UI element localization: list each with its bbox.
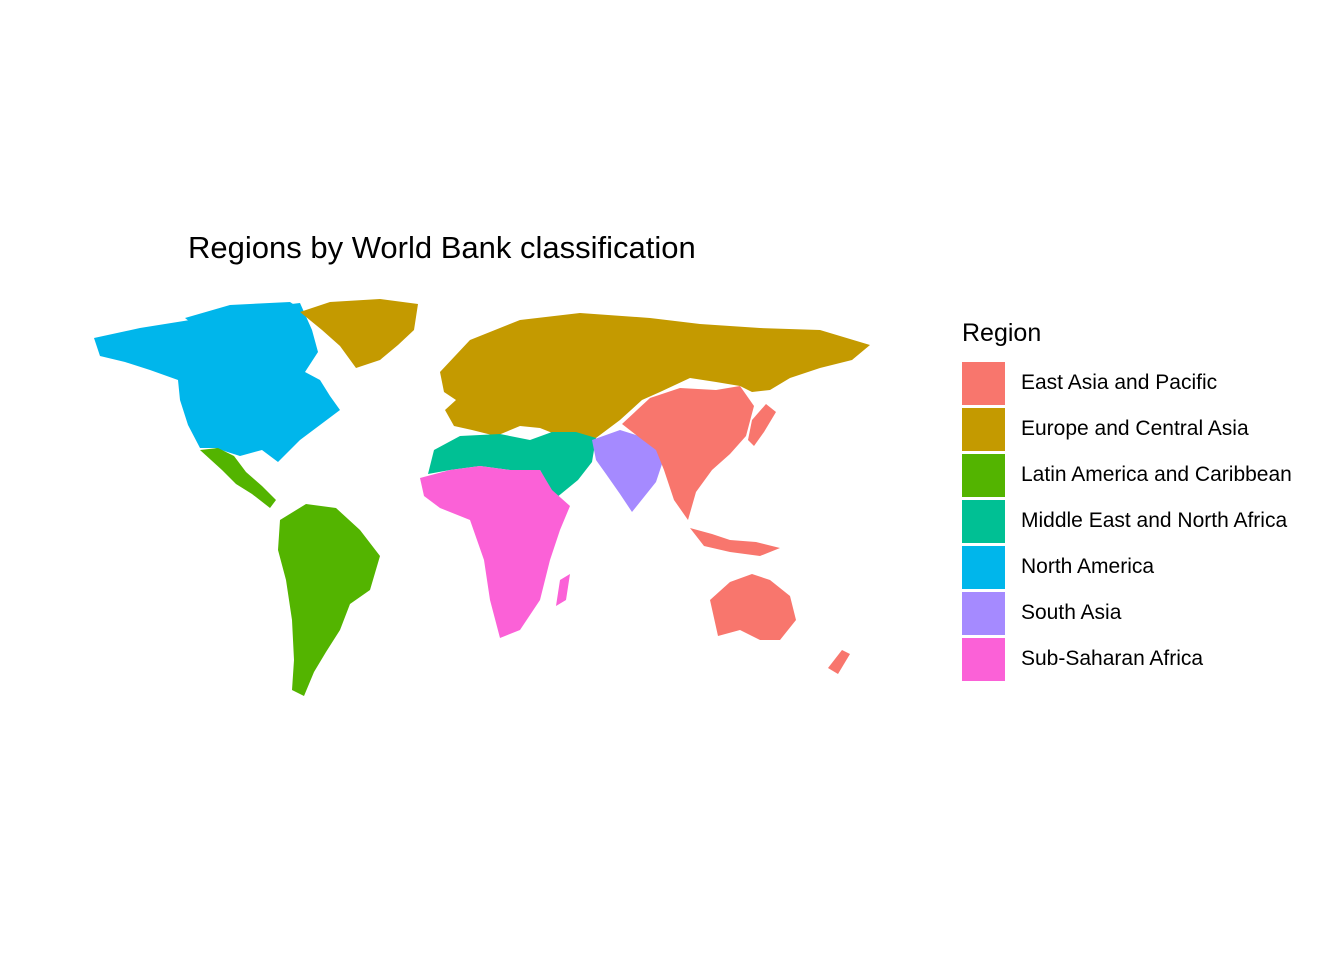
region-shape-eurasia [440,313,870,438]
region-latin-america-caribbean [200,448,380,696]
region-south-asia [592,430,664,512]
legend-item-east-asia-pacific: East Asia and Pacific [962,360,1292,406]
legend-label: Sub-Saharan Africa [1021,647,1204,670]
legend-label: North America [1021,555,1155,578]
region-shape-africa [420,466,570,638]
legend-swatch [962,545,1005,589]
region-shape-east-asia [622,386,754,520]
region-shape-japan [748,404,776,446]
region-shape-north-america [94,303,340,462]
legend-swatch [962,361,1005,405]
legend: Region East Asia and Pacific Europe and … [962,318,1292,682]
region-europe-central-asia [300,299,870,438]
region-shape-central-america [200,448,276,508]
legend-swatch [962,637,1005,681]
legend-label: Latin America and Caribbean [1021,463,1292,486]
region-shape-north-america-islands [185,302,305,332]
legend-label: East Asia and Pacific [1021,371,1218,394]
legend-item-europe-central-asia: Europe and Central Asia [962,406,1292,452]
legend-swatch [962,591,1005,635]
region-north-america [94,302,340,462]
region-shape-madagascar [556,574,570,606]
region-east-asia-pacific [622,386,850,674]
region-shape-islands-sea [690,528,780,556]
region-shape-new-zealand [828,650,850,674]
region-shape-australia [710,574,796,640]
region-shape-south-america [278,504,380,696]
legend-item-sub-saharan-africa: Sub-Saharan Africa [962,636,1292,682]
legend-item-middle-east-north-africa: Middle East and North Africa [962,498,1292,544]
legend-swatch [962,407,1005,451]
region-sub-saharan-africa [420,466,570,638]
legend-label: Europe and Central Asia [1021,417,1249,440]
legend-title: Region [962,319,1042,347]
legend-label: South Asia [1021,601,1122,624]
region-shape-south-asia [592,430,664,512]
region-shape-greenland [300,299,418,368]
legend-items: East Asia and Pacific Europe and Central… [962,360,1292,682]
map-title: Regions by World Bank classification [188,230,696,265]
legend-item-north-america: North America [962,544,1292,590]
region-middle-east-north-africa [428,432,596,498]
legend-item-south-asia: South Asia [962,590,1292,636]
legend-swatch [962,453,1005,497]
legend-swatch [962,499,1005,543]
legend-label: Middle East and North Africa [1021,509,1288,532]
region-shape-mena [428,432,596,498]
legend-item-latin-america-caribbean: Latin America and Caribbean [962,452,1292,498]
